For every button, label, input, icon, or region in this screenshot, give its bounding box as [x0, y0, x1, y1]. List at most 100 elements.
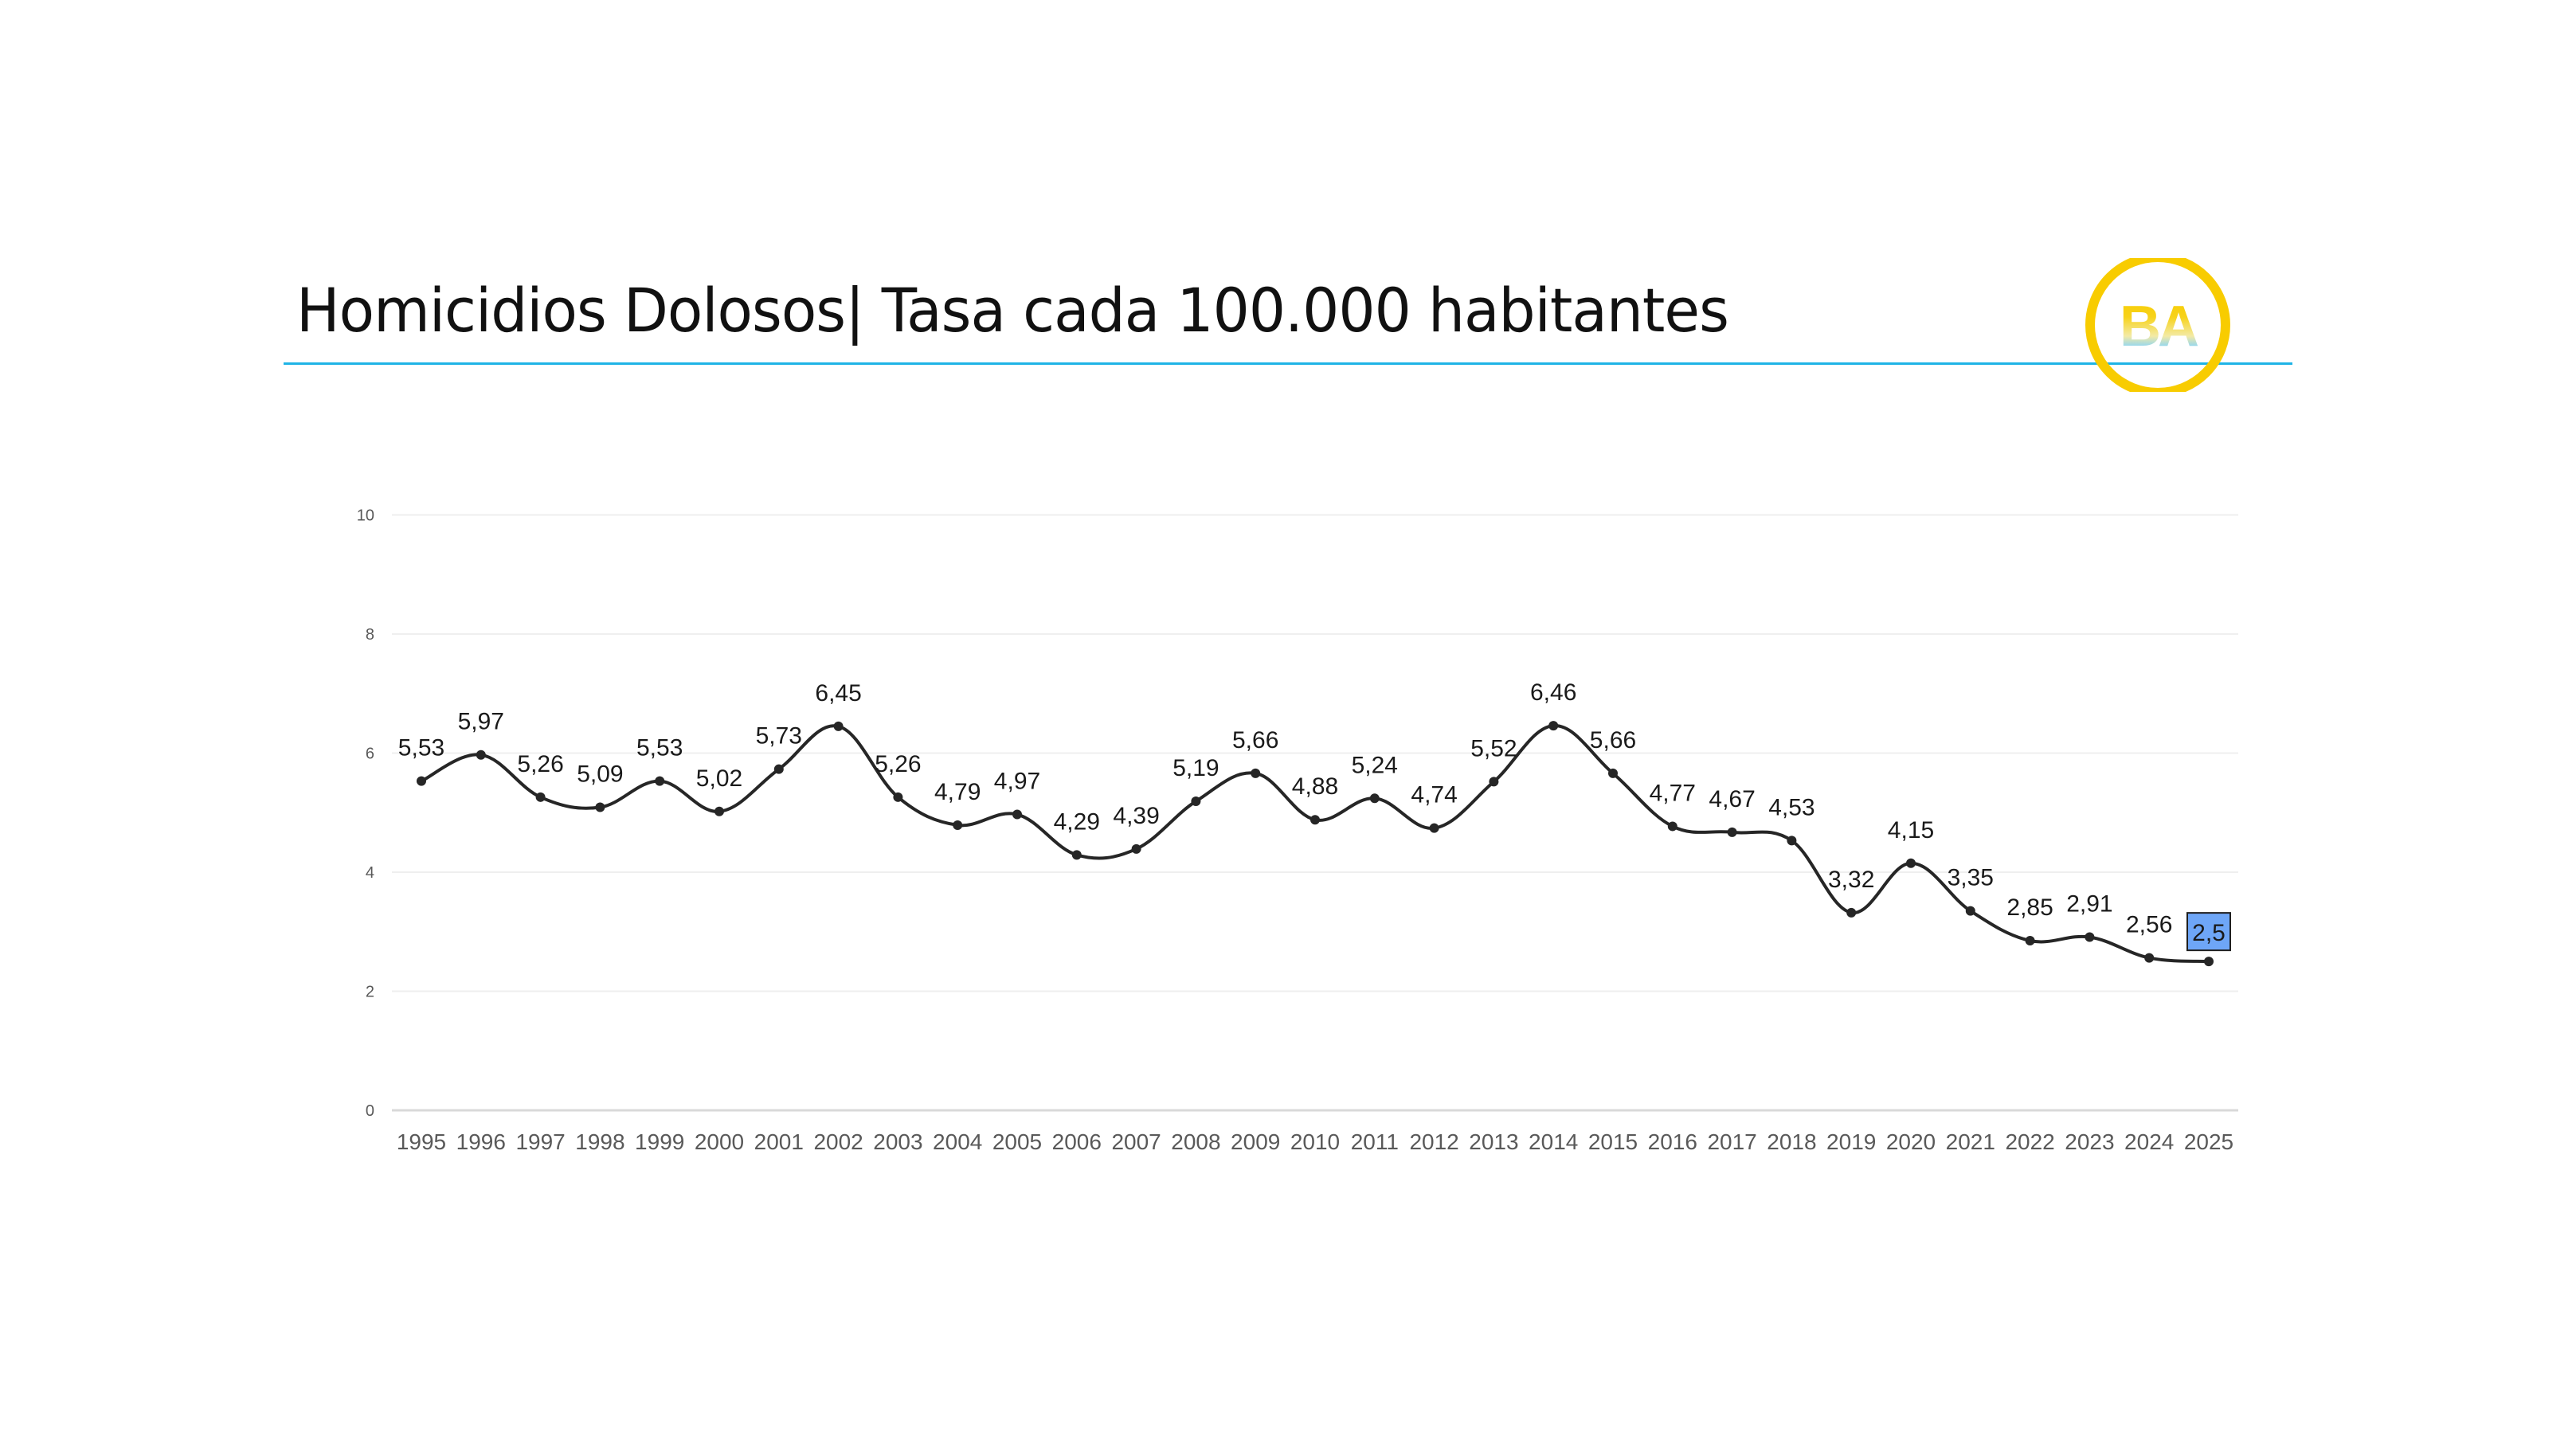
- x-tick-label: 2025: [2184, 1129, 2233, 1154]
- data-label: 5,26: [875, 751, 921, 777]
- x-tick-label: 2004: [933, 1129, 982, 1154]
- data-point: [655, 776, 665, 786]
- slide-title: Homicidios Dolosos| Tasa cada 100.000 ha…: [296, 275, 1729, 346]
- data-label: 5,26: [517, 751, 563, 777]
- data-point: [2025, 935, 2035, 945]
- data-label: 4,15: [1888, 817, 1934, 843]
- data-point: [595, 802, 605, 812]
- x-tick-label: 2013: [1469, 1129, 1518, 1154]
- y-tick-label: 4: [366, 864, 374, 882]
- x-tick-label: 2000: [695, 1129, 744, 1154]
- data-label: 4,74: [1411, 782, 1457, 808]
- data-point: [1846, 907, 1857, 918]
- logo-text: BA: [2120, 295, 2198, 358]
- data-point: [773, 764, 784, 774]
- data-label: 5,24: [1352, 752, 1398, 778]
- x-tick-label: 2008: [1171, 1129, 1220, 1154]
- x-tick-label: 2019: [1826, 1129, 1876, 1154]
- x-tick-label: 1995: [397, 1129, 446, 1154]
- data-label: 4,39: [1113, 803, 1159, 829]
- data-point: [1071, 850, 1082, 860]
- data-label: 5,53: [398, 735, 444, 761]
- x-tick-label: 1999: [635, 1129, 684, 1154]
- data-label: 2,5: [2192, 920, 2226, 946]
- data-point: [2144, 953, 2155, 963]
- data-point: [1667, 821, 1677, 832]
- x-tick-label: 2014: [1529, 1129, 1578, 1154]
- data-point: [1012, 809, 1022, 820]
- data-point: [2204, 957, 2214, 967]
- data-label: 3,32: [1828, 867, 1874, 893]
- x-tick-label: 2023: [2065, 1129, 2114, 1154]
- x-tick-label: 2010: [1290, 1129, 1340, 1154]
- data-label: 6,45: [815, 680, 861, 706]
- x-tick-label: 2021: [1946, 1129, 1995, 1154]
- data-label: 4,67: [1709, 786, 1755, 812]
- data-label: 3,35: [1948, 865, 1994, 891]
- x-tick-label: 2009: [1231, 1129, 1280, 1154]
- data-point: [417, 776, 426, 786]
- data-point: [1548, 721, 1559, 731]
- y-tick-label: 8: [366, 626, 374, 644]
- y-tick-label: 6: [366, 746, 374, 763]
- ba-logo-icon: BA: [2085, 258, 2230, 392]
- x-tick-label: 2015: [1588, 1129, 1638, 1154]
- data-label: 5,09: [577, 761, 623, 788]
- data-point: [1131, 843, 1141, 854]
- data-label: 4,88: [1292, 773, 1338, 800]
- data-label: 4,79: [934, 779, 981, 805]
- x-tick-label: 2022: [2005, 1129, 2054, 1154]
- data-point: [1310, 815, 1320, 825]
- data-point: [1727, 827, 1737, 837]
- series-line: [421, 724, 2210, 964]
- highlight-label-box: [2186, 912, 2231, 952]
- x-tick-label: 2020: [1886, 1129, 1936, 1154]
- x-tick-label: 2005: [992, 1129, 1042, 1154]
- data-label: 4,97: [994, 768, 1040, 794]
- data-label: 2,85: [2006, 894, 2053, 921]
- data-label: 5,53: [636, 735, 683, 761]
- data-point: [1251, 768, 1261, 778]
- y-tick-label: 10: [357, 507, 374, 525]
- x-tick-label: 2003: [873, 1129, 922, 1154]
- data-point: [1906, 858, 1916, 868]
- x-tick-label: 2007: [1111, 1129, 1161, 1154]
- data-label: 2,56: [2126, 912, 2172, 938]
- data-label: 5,66: [1590, 727, 1636, 753]
- x-tick-label: 2018: [1767, 1129, 1816, 1154]
- data-label: 5,66: [1232, 727, 1278, 753]
- x-tick-label: 2002: [813, 1129, 863, 1154]
- y-tick-label: 0: [366, 1102, 374, 1120]
- title-underline: [284, 362, 2292, 365]
- x-tick-label: 1997: [515, 1129, 565, 1154]
- data-point: [1608, 768, 1618, 778]
- x-tick-label: 2001: [754, 1129, 804, 1154]
- data-point: [953, 820, 963, 830]
- data-point: [1429, 823, 1439, 833]
- data-point: [1489, 777, 1499, 787]
- data-point: [1965, 906, 1975, 916]
- data-points: [417, 721, 2214, 967]
- x-tick-label: 2024: [2124, 1129, 2174, 1154]
- data-labels: 5,53 5,97 5,26 5,09 5,53 5,02 5,73 6,45 5,26 4,79…: [398, 679, 2231, 952]
- data-point: [1787, 836, 1797, 846]
- data-point: [893, 792, 903, 802]
- data-label: 5,19: [1172, 755, 1219, 781]
- data-point: [1369, 793, 1380, 804]
- data-point: [1191, 796, 1201, 807]
- x-tick-label: 2006: [1052, 1129, 1102, 1154]
- gridlines: [392, 514, 2238, 1112]
- x-tick-label: 2011: [1351, 1129, 1399, 1154]
- data-point: [714, 806, 724, 816]
- x-tick-label: 2012: [1409, 1129, 1458, 1154]
- data-label: 4,77: [1650, 780, 1696, 806]
- data-label: 4,29: [1054, 808, 1100, 835]
- data-point: [476, 750, 486, 760]
- data-label: 6,46: [1530, 679, 1576, 706]
- data-point: [833, 721, 844, 731]
- data-point: [2085, 932, 2095, 942]
- x-tick-label: 2016: [1648, 1129, 1697, 1154]
- data-label: 5,73: [756, 723, 802, 750]
- data-label: 5,97: [458, 709, 504, 735]
